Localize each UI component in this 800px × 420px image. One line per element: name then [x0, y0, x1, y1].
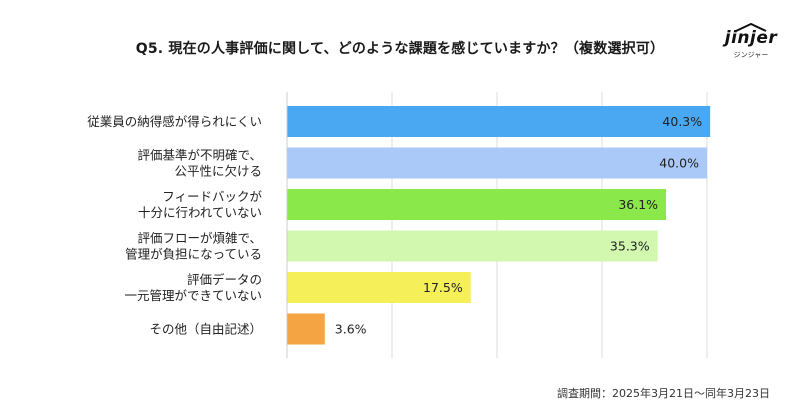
chart-title: Q5. 現在の人事評価に関して、どのような課題を感じていますか？（複数選択可） [135, 41, 665, 57]
bar-chart: 40.3% 従業員の納得感が得られにくい 40.0% 評価基準が不明確で、公平性に欠け… [87, 92, 711, 358]
bar [287, 313, 325, 345]
data-label: 40.3% [662, 114, 702, 129]
brand-logo: jinjer ジンジャー [720, 22, 782, 62]
category-label: その他（自由記述） [149, 322, 262, 337]
category-label: 評価フローが煩雑で、 [137, 231, 262, 246]
category-label: 一元管理ができていない [124, 288, 262, 303]
bar [287, 147, 707, 179]
bar [287, 272, 471, 303]
category-label: 評価基準が不明確で、 [137, 148, 262, 163]
data-label: 36.1% [618, 197, 658, 212]
bar [287, 106, 711, 137]
roof-icon [735, 22, 767, 32]
logo-subtitle: ジンジャー [733, 51, 769, 59]
data-label: 40.0% [659, 156, 699, 171]
category-label: フィードバックが [162, 189, 262, 204]
data-label: 17.5% [423, 280, 463, 295]
bar [287, 230, 658, 262]
category-label: 公平性に欠ける [174, 164, 262, 179]
category-label: 評価データの [187, 272, 262, 287]
data-label: 35.3% [610, 239, 650, 254]
bar [287, 189, 667, 220]
survey-period-note: 調査期間：2025年3月21日〜同年3月23日 [557, 387, 770, 400]
category-label: 従業員の納得感が得られにくい [87, 114, 262, 129]
category-label: 十分に行われていない [138, 205, 262, 220]
logo-wordmark: jinjer [724, 28, 778, 48]
category-label: 管理が負担になっている [125, 247, 262, 262]
data-label: 3.6% [335, 322, 367, 337]
